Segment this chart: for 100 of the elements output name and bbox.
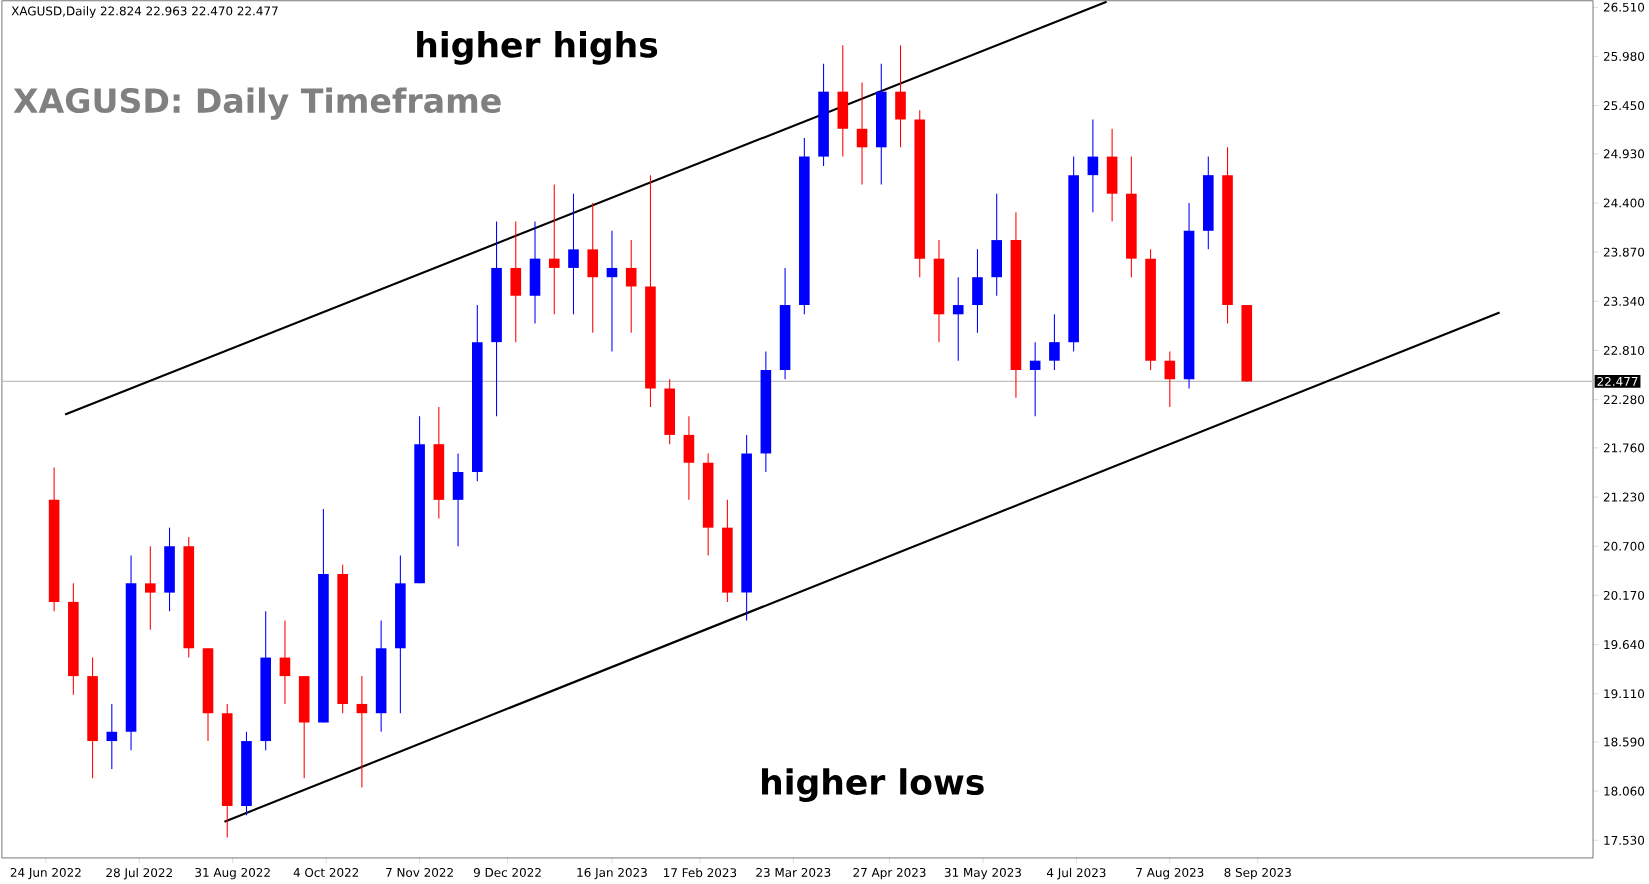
candlestick [722,499,733,603]
candlestick [1241,304,1253,383]
y-tick-label: 24.400 [1603,198,1645,208]
candlestick [183,536,195,659]
y-tick-label: 19.640 [1604,640,1645,650]
y-tick-label: 25.450 [1603,101,1645,111]
candlestick [895,44,906,148]
candlestick [568,193,579,315]
candlestick [414,415,425,584]
candlestick [471,304,483,482]
candlestick [48,466,60,612]
y-tick-label: 18.590 [1604,737,1645,747]
candlestick [875,63,887,185]
y-tick-label: 26.510 [1603,2,1645,12]
candlestick [856,81,868,185]
y-tick-label: 25.980 [1603,51,1645,61]
candlestick [529,221,541,325]
candlestick [664,378,675,445]
candlestick [818,63,829,167]
candlestick [952,276,964,362]
x-tick-label: 28 Jul 2022 [106,867,172,880]
x-tick-label: 16 Jan 2023 [577,867,647,880]
candlestick [799,137,810,315]
candlestick [645,174,656,408]
candlestick [1183,202,1195,390]
candlestick [298,675,310,779]
y-tick-label: 24.930 [1603,149,1645,159]
candlestick [221,703,233,839]
text: XAGUSD: Daily Timeframe [13,87,501,120]
x-tick-label: 9 Dec 2022 [473,867,541,877]
y-tick-label: 20.700 [1603,541,1645,551]
candlestick [972,248,983,334]
candlestick [625,239,637,334]
candlestick [1106,128,1118,223]
candlestick [587,202,599,334]
candlestick [510,221,522,343]
candlestick [760,350,772,473]
chart-subtitle: XAGUSD,Daily 22.824 22.963 22.470 22.477 [11,6,278,18]
candlestick [702,452,714,557]
y-tick-label: 23.340 [1603,296,1645,306]
candlestick [68,582,79,696]
candlestick [87,657,98,779]
x-tick-label: 24 Jun 2022 [10,867,81,880]
x-tick-label: 31 May 2023 [944,867,1021,880]
candlestick [741,434,752,621]
candlestick [548,183,560,315]
candlestick [1164,350,1176,408]
candlestick [1202,156,1214,250]
ref-line-label: 22.477 [1597,376,1638,386]
y-tick-label: 19.110 [1604,689,1645,699]
candlestick [683,415,695,501]
candlestick [375,619,387,733]
x-tick-label: 7 Aug 2023 [1136,867,1204,880]
candlestick [318,508,329,724]
candlestick [395,554,406,714]
candlestick [606,230,618,352]
candlestick [337,564,348,714]
y-tick-label: 21.760 [1603,443,1645,453]
candlestick [125,554,137,751]
candlestick [356,675,368,788]
y-tick-label: 22.280 [1603,395,1645,405]
candlestick [241,731,252,816]
x-tick-label: 4 Oct 2022 [293,867,359,877]
y-tick-label: 18.060 [1604,786,1645,796]
candlestick [779,267,791,380]
annotation: higher lows [762,768,984,802]
y-tick-label: 23.870 [1603,247,1645,257]
x-tick-label: 27 Apr 2023 [853,867,926,880]
candlestick [106,703,118,770]
candlestick [933,239,945,343]
candlestick [1126,156,1137,278]
candlestick [991,193,1003,297]
candlestick [1010,211,1022,399]
candlestick [202,647,214,742]
candlestick [279,619,291,705]
candlestick [433,406,445,519]
x-tick-label: 4 Jul 2023 [1046,867,1106,880]
candlestick [1029,341,1041,417]
candlestick [1049,313,1060,371]
candlestick [1145,248,1156,371]
candlestick [144,545,156,631]
x-tick-label: 8 Sep 2023 [1224,867,1291,880]
y-tick-label: 20.170 [1603,590,1645,600]
annotation: higher highs [417,31,658,65]
candlestick [837,44,849,158]
x-tick-label: 23 Mar 2023 [756,867,831,877]
candlestick [1068,156,1079,352]
candlestick [1087,118,1099,213]
x-tick-label: 7 Nov 2022 [386,867,453,877]
candlestick [164,527,175,612]
y-tick-label: 21.230 [1603,492,1645,502]
y-tick-label: 17.530 [1604,835,1645,845]
candlestick [491,221,502,417]
candlestick [914,109,926,278]
candlestick [452,452,464,547]
x-tick-label: 31 Aug 2022 [195,867,270,880]
candlestick [1222,146,1233,325]
y-tick-label: 22.810 [1603,345,1645,356]
candlestick [260,610,272,751]
x-tick-label: 17 Feb 2023 [664,867,737,878]
